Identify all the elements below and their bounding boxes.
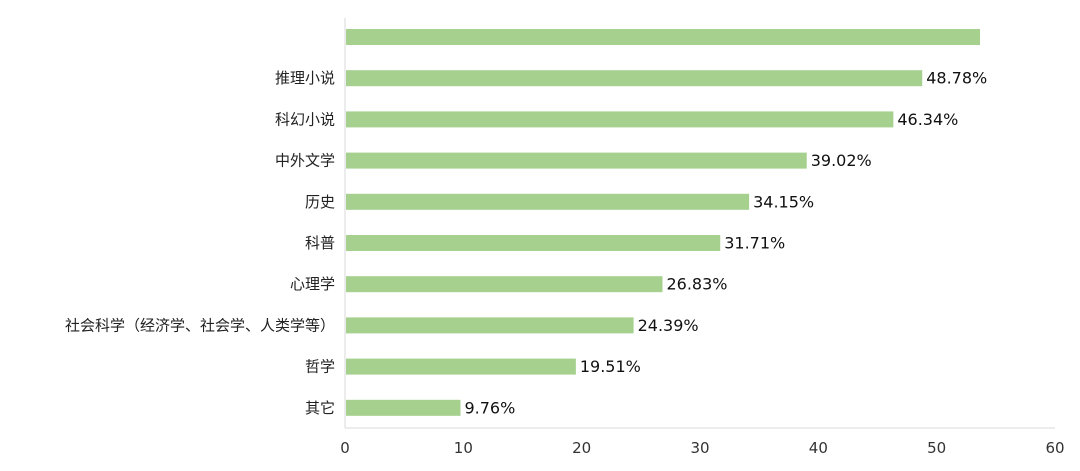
x-tick-label: 0 bbox=[340, 439, 350, 457]
category-label: 哲学 bbox=[305, 358, 335, 376]
data-label: 46.34% bbox=[897, 110, 958, 129]
category-label: 科幻小说 bbox=[275, 110, 335, 128]
data-label: 31.71% bbox=[724, 234, 785, 253]
bar bbox=[346, 29, 980, 45]
bar bbox=[346, 358, 576, 375]
x-tick-label: 10 bbox=[454, 439, 473, 457]
bars-group bbox=[346, 29, 980, 416]
bar bbox=[346, 152, 807, 169]
x-tick-labels: 0 10 20 30 40 50 60 bbox=[340, 439, 1064, 457]
category-label: 中外文学 bbox=[275, 152, 335, 170]
category-label: 科普 bbox=[305, 234, 335, 252]
category-label: 社会科学（经济学、社会学、人类学等） bbox=[65, 316, 335, 334]
bar bbox=[346, 317, 634, 334]
data-label: 9.76% bbox=[464, 398, 515, 417]
bar bbox=[346, 276, 663, 293]
data-label: 19.51% bbox=[580, 357, 641, 376]
x-tick-label: 40 bbox=[809, 439, 828, 457]
category-label: 历史 bbox=[305, 193, 335, 211]
data-labels: 48.78% 46.34% 39.02% 34.15% 31.71% 26.83% 24.3… bbox=[464, 69, 987, 418]
data-label: 34.15% bbox=[753, 192, 814, 211]
bar bbox=[346, 193, 750, 210]
data-label: 24.39% bbox=[638, 316, 699, 335]
bar bbox=[346, 235, 721, 251]
bar bbox=[346, 399, 461, 416]
x-tick-label: 20 bbox=[572, 439, 591, 457]
category-label: 心理学 bbox=[290, 275, 335, 293]
data-label: 48.78% bbox=[926, 69, 987, 88]
bar bbox=[346, 70, 923, 87]
data-label: 39.02% bbox=[811, 151, 872, 170]
bar bbox=[346, 111, 894, 128]
x-tick-label: 30 bbox=[690, 439, 709, 457]
category-label: 其它 bbox=[305, 399, 335, 417]
category-label: 推理小说 bbox=[275, 69, 335, 87]
x-tick-label: 60 bbox=[1045, 439, 1064, 457]
x-tick-label: 50 bbox=[927, 439, 946, 457]
data-label: 26.83% bbox=[666, 275, 727, 294]
